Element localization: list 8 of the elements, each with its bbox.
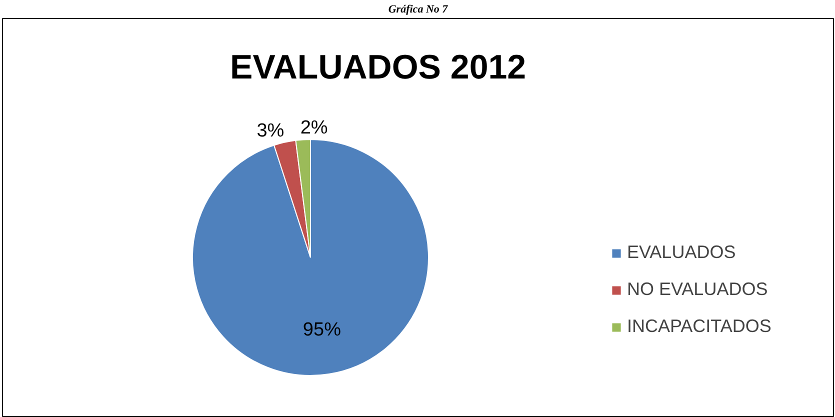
- legend-label: NO EVALUADOS: [627, 279, 768, 300]
- chart-title: EVALUADOS 2012: [230, 48, 526, 86]
- legend-label: INCAPACITADOS: [627, 316, 772, 337]
- data-label: 2%: [300, 117, 328, 138]
- legend-label: EVALUADOS: [627, 242, 736, 263]
- text: Gráfica No 7: [388, 4, 448, 16]
- data-label: 95%: [302, 319, 342, 340]
- data-label: 3%: [256, 120, 284, 142]
